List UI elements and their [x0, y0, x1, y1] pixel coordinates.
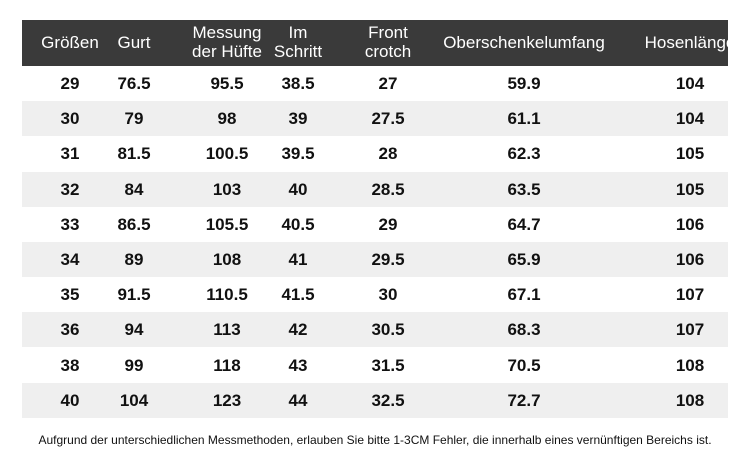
table-cell: 99 — [124, 355, 144, 375]
table-cell: 91.5 — [117, 285, 151, 305]
table-cell: 89 — [124, 250, 144, 269]
table-cell: 32 — [60, 179, 80, 199]
table-cell: 118 — [213, 355, 241, 375]
header-cell: Hosenlänge — [644, 33, 736, 52]
table-cell: 33 — [60, 214, 80, 234]
table-cell: 27.5 — [371, 109, 405, 129]
table-row: 34 89 108 41 29.5 65.9 106 — [22, 242, 728, 277]
table-cell: 30 — [60, 109, 80, 129]
table-cell: 31 — [60, 144, 80, 164]
table-cell: 40 — [60, 390, 80, 410]
header-cell: Größen — [41, 33, 99, 52]
table-cell: 110.5 — [206, 285, 248, 305]
table-cell: 27 — [378, 74, 398, 93]
table-cell: 39 — [288, 109, 308, 129]
header-cell: Im — [288, 23, 308, 42]
table-cell: 40.5 — [281, 214, 315, 234]
table-cell: 86.5 — [117, 214, 151, 234]
table-row: 31 81.5 100.5 39.5 28 62.3 105 — [22, 136, 728, 172]
header-cell: Schritt — [273, 42, 323, 61]
table-cell: 65.9 — [507, 250, 541, 269]
table-row: 38 99 118 43 31.5 70.5 108 — [22, 347, 728, 383]
table-cell: 61.1 — [507, 109, 541, 129]
table-cell: 107 — [675, 320, 705, 340]
table-cell: 105.5 — [205, 214, 249, 234]
table-cell: 108 — [675, 390, 705, 410]
table-cell: 64.7 — [507, 214, 541, 234]
table-cell: 100.5 — [205, 144, 249, 164]
table-cell: 32.5 — [371, 390, 405, 410]
table-cell: 95.5 — [210, 74, 244, 93]
table-cell: 106 — [675, 250, 705, 269]
table-cell: 30.5 — [371, 320, 405, 340]
table-cell: 29 — [60, 74, 80, 93]
table-cell: 67.1 — [507, 285, 541, 305]
table-cell: 34 — [60, 250, 80, 269]
table-row: 40 104 123 44 32.5 72.7 108 — [22, 382, 728, 418]
header-cell: Messung — [192, 23, 262, 42]
table-cell: 70.5 — [507, 355, 541, 375]
table-cell: 113 — [213, 320, 241, 340]
table-cell: 108 — [212, 250, 242, 269]
table-cell: 105 — [675, 179, 705, 199]
header-cell: Gurt — [117, 33, 151, 52]
table-cell: 106 — [675, 214, 705, 234]
table-cell: 68.3 — [507, 320, 541, 340]
header-cell: crotch — [364, 42, 412, 61]
table-cell: 28.5 — [371, 179, 405, 199]
table-cell: 38.5 — [281, 74, 315, 93]
table-row: 30 79 98 39 27.5 61.1 104 — [22, 101, 728, 137]
table-cell: 104 — [675, 109, 705, 129]
table-cell: 103 — [212, 179, 242, 199]
table-row: 35 91.5 110.5 41.5 30 67.1 107 — [22, 277, 728, 313]
header-cell: Oberschenkelumfang — [443, 33, 605, 52]
table-cell: 105 — [675, 144, 705, 164]
table-cell: 81.5 — [117, 144, 151, 164]
table-cell: 29 — [378, 214, 398, 234]
table-cell: 62.3 — [507, 144, 541, 164]
header-cell: der Hüfte — [192, 42, 262, 61]
table-cell: 63.5 — [507, 179, 541, 199]
table-cell: 59.9 — [507, 74, 541, 93]
table-cell: 39.5 — [281, 144, 315, 164]
table-row: 29 76.5 95.5 38.5 27 59.9 104 — [22, 66, 728, 101]
table-cell: 123 — [212, 390, 242, 410]
table-cell: 40 — [288, 179, 308, 199]
table-cell: 104 — [675, 74, 705, 93]
table-row: 33 86.5 105.5 40.5 29 64.7 106 — [22, 206, 728, 242]
table-cell: 41.5 — [281, 285, 315, 305]
table-cell: 108 — [675, 355, 705, 375]
table-cell: 41 — [288, 250, 308, 269]
table-cell: 107 — [675, 285, 705, 305]
table-cell: 31.5 — [371, 355, 405, 375]
table-cell: 104 — [119, 390, 149, 410]
footnote: Aufgrund der unterschiedlichen Messmetho… — [38, 433, 712, 447]
table-row: 32 84 103 40 28.5 63.5 105 — [22, 171, 728, 207]
header-cell: Front — [368, 23, 408, 42]
table-cell: 42 — [288, 320, 308, 340]
table-cell: 84 — [124, 179, 144, 199]
table-cell: 72.7 — [507, 390, 541, 410]
table-cell: 36 — [60, 320, 80, 340]
table-cell: 79 — [124, 109, 144, 129]
table-cell: 30 — [378, 285, 398, 305]
table-cell: 44 — [288, 390, 308, 410]
table-cell: 43 — [288, 355, 308, 375]
table-cell: 38 — [60, 355, 80, 375]
table-cell: 98 — [217, 109, 237, 129]
table-cell: 29.5 — [371, 250, 405, 269]
table-cell: 35 — [60, 285, 80, 305]
table-header: Größen Gurt Messung der Hüfte Im Schritt Front… — [22, 20, 735, 66]
table-cell: 28 — [378, 144, 398, 164]
table-cell: 94 — [124, 320, 144, 340]
table-cell: 76.5 — [117, 74, 151, 93]
table-row: 36 94 113 42 30.5 68.3 107 — [22, 312, 728, 348]
